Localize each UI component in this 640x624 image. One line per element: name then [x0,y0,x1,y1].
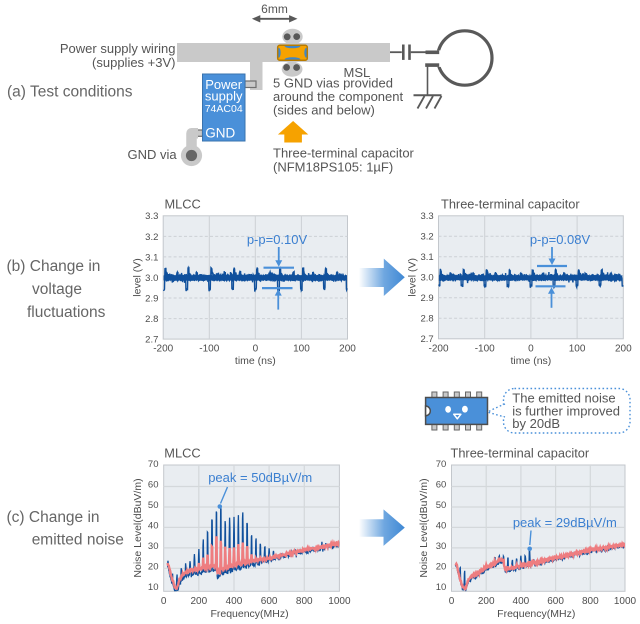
svg-text:MLCC: MLCC [165,197,201,212]
svg-text:1000: 1000 [328,596,351,607]
svg-text:p-p=0.10V: p-p=0.10V [247,232,308,247]
svg-text:40: 40 [436,520,447,531]
svg-text:3.2: 3.2 [420,232,433,243]
svg-text:2.8: 2.8 [420,314,433,325]
svg-text:200: 200 [190,596,207,607]
svg-text:p-p=0.08V: p-p=0.08V [530,232,591,247]
svg-text:(NFM18PS105: 1µF): (NFM18PS105: 1µF) [273,160,393,175]
svg-text:-200: -200 [428,343,448,354]
svg-text:3.3: 3.3 [420,211,433,222]
svg-text:200: 200 [339,344,356,355]
svg-text:3.0: 3.0 [145,273,158,284]
svg-text:0: 0 [528,343,534,354]
svg-text:Noise Level(dBuV/m): Noise Level(dBuV/m) [132,478,144,577]
svg-text:2.7: 2.7 [145,335,158,346]
svg-text:60: 60 [148,480,159,491]
svg-text:supply: supply [205,89,243,104]
svg-text:0: 0 [161,596,167,607]
svg-text:20: 20 [436,561,447,572]
svg-text:level (V): level (V) [132,258,144,297]
svg-text:Power supply wiring: Power supply wiring [60,41,176,56]
svg-text:10: 10 [436,582,447,593]
svg-text:GND: GND [205,126,235,141]
svg-text:MLCC: MLCC [164,445,200,460]
svg-text:74AC04: 74AC04 [205,103,243,115]
svg-text:-100: -100 [475,343,495,354]
svg-text:3.1: 3.1 [145,252,158,263]
svg-text:3.2: 3.2 [145,232,158,243]
svg-text:30: 30 [436,541,447,552]
svg-text:2.8: 2.8 [145,314,158,325]
svg-text:peak = 50dBµV/m: peak = 50dBµV/m [208,470,312,485]
svg-text:(sides and below): (sides and below) [273,103,375,118]
svg-text:3.1: 3.1 [420,252,433,263]
svg-text:by 20dB: by 20dB [512,416,560,431]
svg-text:6mm: 6mm [261,2,288,16]
svg-text:200: 200 [478,596,495,607]
svg-text:600: 600 [261,596,278,607]
svg-text:The emitted noise: The emitted noise [512,391,615,406]
svg-text:fluctuations: fluctuations [27,304,106,321]
svg-text:Three-terminal capacitor: Three-terminal capacitor [273,146,415,161]
svg-text:3.0: 3.0 [420,273,433,284]
svg-text:600: 600 [547,596,564,607]
svg-text:70: 70 [148,459,159,470]
svg-text:voltage: voltage [32,281,82,298]
svg-text:Power: Power [205,77,243,92]
svg-text:2.9: 2.9 [145,293,158,304]
svg-text:Frequency(MHz): Frequency(MHz) [497,608,575,619]
svg-text:1000: 1000 [614,596,637,607]
svg-text:70: 70 [436,459,447,470]
svg-text:-100: -100 [199,344,219,355]
svg-text:100: 100 [569,343,586,354]
svg-text:400: 400 [513,596,530,607]
svg-text:-200: -200 [153,344,173,355]
svg-text:40: 40 [148,520,159,531]
svg-text:0: 0 [449,596,455,607]
svg-text:3.3: 3.3 [145,211,158,222]
svg-text:MSL: MSL [344,65,371,80]
svg-text:20: 20 [148,561,159,572]
svg-text:GND via: GND via [128,147,178,162]
svg-text:30: 30 [148,541,159,552]
svg-text:Three-terminal capacitor: Three-terminal capacitor [441,197,580,212]
svg-text:2.7: 2.7 [420,334,433,345]
svg-text:around the component: around the component [273,89,403,104]
svg-text:peak = 29dBµV/m: peak = 29dBµV/m [513,515,617,530]
svg-text:(b) Change in: (b) Change in [7,258,101,275]
svg-text:800: 800 [582,596,599,607]
svg-text:(a) Test conditions: (a) Test conditions [7,84,133,101]
svg-text:(c) Change in: (c) Change in [7,509,100,526]
svg-text:5 GND vias provided: 5 GND vias provided [273,76,393,91]
svg-text:200: 200 [615,343,632,354]
svg-text:100: 100 [293,344,310,355]
svg-text:0: 0 [253,344,259,355]
svg-text:Frequency(MHz): Frequency(MHz) [210,608,288,619]
svg-text:50: 50 [148,500,159,511]
svg-text:emitted noise: emitted noise [32,532,124,549]
svg-text:is further improved: is further improved [512,403,620,418]
svg-text:800: 800 [296,596,313,607]
svg-text:level (V): level (V) [407,258,419,297]
svg-text:60: 60 [436,480,447,491]
svg-text:time (ns): time (ns) [235,355,276,367]
svg-text:Three-terminal capacitor: Three-terminal capacitor [451,445,590,460]
svg-text:400: 400 [226,596,243,607]
svg-text:10: 10 [148,582,159,593]
svg-text:Noise Level(dBuV/m): Noise Level(dBuV/m) [418,478,430,577]
svg-text:50: 50 [436,500,447,511]
svg-text:(supplies +3V): (supplies +3V) [92,55,175,70]
svg-text:time (ns): time (ns) [510,355,551,367]
svg-text:2.9: 2.9 [420,293,433,304]
